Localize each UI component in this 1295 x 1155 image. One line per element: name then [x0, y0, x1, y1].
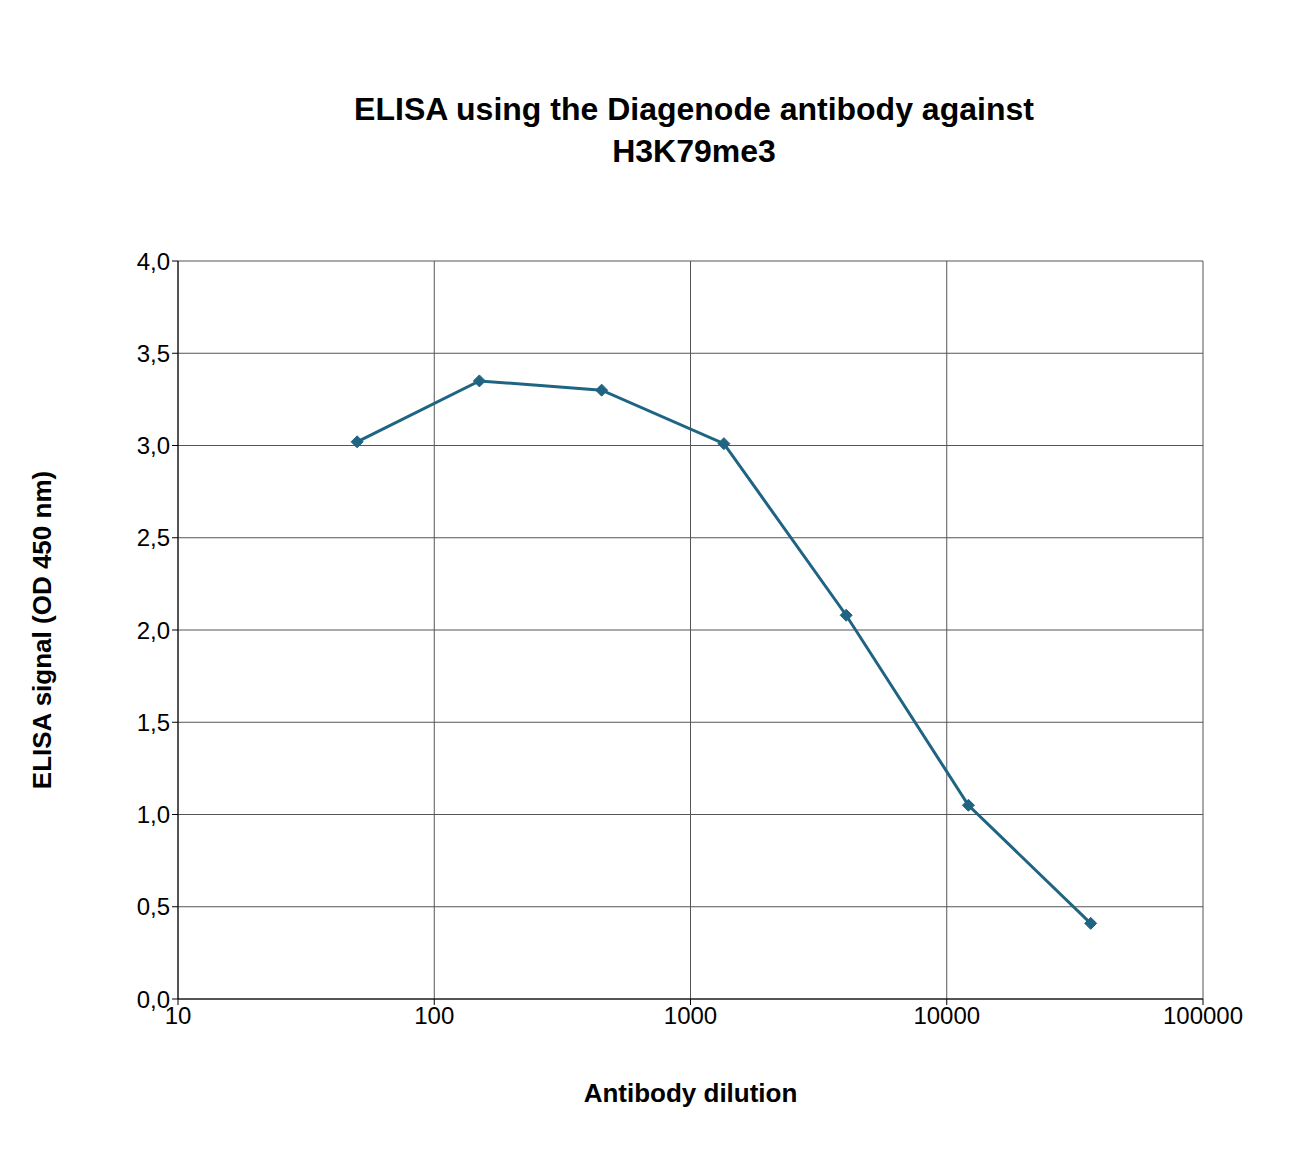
svg-text:2,5: 2,5 [137, 524, 170, 551]
svg-text:3,5: 3,5 [137, 340, 170, 367]
svg-text:100: 100 [414, 1002, 454, 1029]
svg-text:10000: 10000 [913, 1002, 980, 1029]
html-text:ELISA signal (OD 450 nm): ELISA signal (OD 450 nm) [26, 470, 57, 790]
svg-text:0,5: 0,5 [137, 893, 170, 920]
svg-text:1000: 1000 [664, 1002, 717, 1029]
html-text:ELISA using the Diagenode anti: ELISA using the Diagenode antibody again… [354, 91, 1034, 127]
svg-text:100000: 100000 [1163, 1002, 1243, 1029]
html-text:H3K79me3: H3K79me3 [612, 133, 776, 169]
html-text:Antibody dilution: Antibody dilution [583, 1078, 798, 1108]
svg-text:3,0: 3,0 [137, 432, 170, 459]
svg-text:4,0: 4,0 [137, 248, 170, 275]
svg-text:1,5: 1,5 [137, 709, 170, 736]
svg-text:0,0: 0,0 [137, 986, 170, 1013]
svg-text:2,0: 2,0 [137, 617, 170, 644]
svg-text:10: 10 [164, 1002, 192, 1029]
svg-text:1,0: 1,0 [137, 801, 170, 828]
